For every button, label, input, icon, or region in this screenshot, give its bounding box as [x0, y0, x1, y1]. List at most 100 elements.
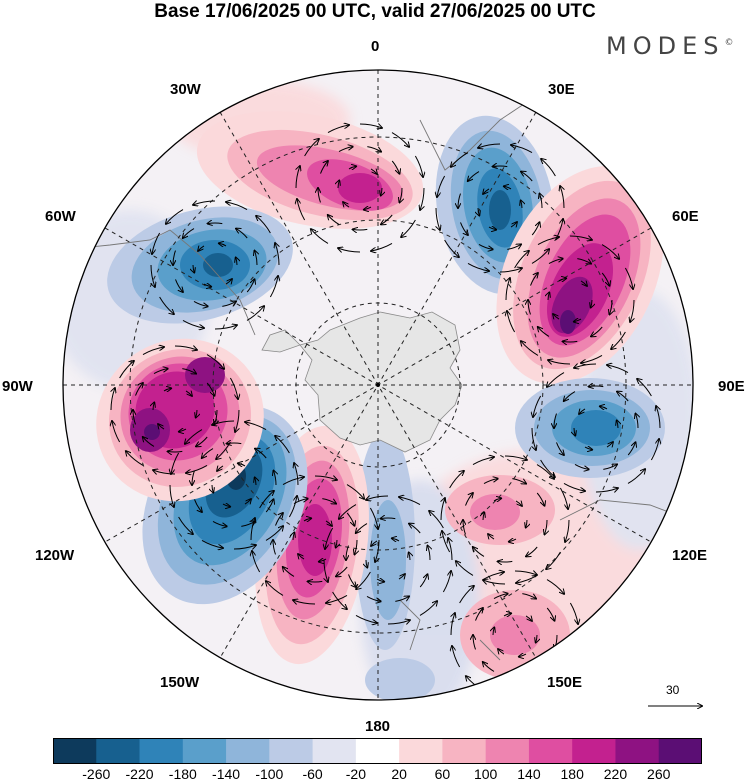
colorbar-swatch — [658, 738, 702, 764]
wind-arrow — [216, 441, 231, 459]
wind-arrow — [574, 364, 597, 368]
wind-arrow — [159, 296, 174, 314]
wind-arrow — [510, 222, 517, 227]
wind-arrow — [304, 139, 319, 157]
wind-arrow — [229, 377, 238, 399]
wind-arrow — [610, 299, 613, 314]
wind-arrow — [196, 409, 197, 418]
wind-arrow — [366, 559, 367, 568]
colorbar-tick-label: -220 — [125, 766, 154, 782]
colorbar-swatch — [615, 738, 660, 764]
wind-arrow — [367, 146, 381, 152]
wind-arrow — [318, 188, 321, 203]
wind-arrow — [448, 538, 452, 561]
wind-arrow — [215, 409, 218, 424]
wind-arrow — [498, 561, 513, 562]
antarctica-land — [299, 311, 463, 453]
wind-arrow — [320, 161, 328, 174]
wind-arrow — [519, 654, 527, 657]
wind-arrow — [536, 464, 554, 479]
wind-arrow — [325, 521, 332, 526]
wind-arrow — [203, 284, 211, 287]
wind-arrow — [530, 273, 538, 286]
wind-arrow — [226, 202, 248, 211]
lon-label-90w: 90W — [2, 378, 33, 395]
wind-arrow — [515, 501, 522, 506]
colorbar-tick-label: 60 — [434, 766, 451, 782]
wind-arrow — [478, 144, 501, 148]
colorbar-swatch — [355, 738, 400, 764]
wind-arrow — [512, 478, 526, 484]
wind-arrow — [452, 646, 461, 668]
wind-arrow — [158, 424, 165, 429]
wind-arrow — [563, 482, 585, 491]
wind-arrow — [537, 237, 559, 246]
wind-arrow — [274, 471, 277, 486]
wind-arrow — [293, 499, 308, 505]
wind-arrow — [193, 264, 194, 273]
wind-arrow — [428, 546, 431, 561]
wind-arrow — [601, 244, 619, 259]
wind-arrow — [400, 187, 403, 202]
wind-arrow — [214, 325, 237, 329]
wind-arrow — [182, 319, 204, 328]
wind-arrow — [346, 484, 364, 499]
wind-arrow — [185, 391, 192, 396]
wind-arrow — [283, 567, 295, 577]
wind-arrow — [346, 512, 354, 526]
wind-arrow — [637, 379, 652, 397]
wind-arrow — [322, 498, 336, 504]
wind-arrow — [166, 209, 184, 224]
wind-arrow — [371, 541, 378, 546]
wind-arrow — [174, 346, 197, 350]
wind-arrow — [414, 155, 423, 177]
colorbar-tick-label: 100 — [473, 766, 498, 782]
wind-arrow — [266, 581, 284, 596]
wind-arrow — [565, 519, 569, 542]
wind-arrow — [419, 601, 437, 616]
wind-arrow — [348, 166, 356, 169]
wind-arrow — [493, 594, 508, 600]
colorbar-swatch — [442, 738, 487, 764]
wind-arrow — [558, 278, 566, 281]
wind-arrow — [488, 534, 495, 539]
wind-arrow — [356, 523, 368, 533]
wind-arrow — [624, 267, 633, 289]
wind-arrow — [436, 207, 440, 230]
colorbar-tick-label: -20 — [345, 766, 366, 782]
colorbar-tick-label: -140 — [212, 766, 241, 782]
wind-arrow — [526, 689, 548, 698]
wind-arrow — [556, 442, 564, 455]
wind-arrow — [206, 382, 214, 396]
wind-arrow — [293, 600, 316, 604]
wind-arrow — [564, 391, 576, 401]
wind-arrow — [376, 579, 384, 582]
wind-arrow — [332, 591, 347, 609]
wind-arrow — [545, 519, 548, 534]
lon-label-120e: 120E — [672, 547, 708, 564]
wind-arrow — [611, 331, 626, 349]
wind-arrow — [183, 228, 195, 238]
wind-arrow — [584, 447, 592, 450]
wind-arrow — [589, 386, 604, 387]
lon-label-60e: 60E — [672, 208, 699, 225]
wind-arrow — [311, 229, 329, 244]
wind-vectors — [111, 124, 660, 699]
wind-arrow — [442, 531, 451, 553]
wind-arrow — [595, 488, 618, 492]
colorbar-swatch — [572, 738, 616, 764]
wind-arrow — [392, 538, 400, 541]
wind-arrow — [546, 551, 561, 569]
wind-arrow — [238, 463, 246, 466]
wind-arrow — [364, 207, 372, 210]
wind-arrow — [514, 251, 529, 269]
anomaly-negative-90e — [515, 378, 665, 478]
wind-arrow — [506, 278, 510, 301]
wind-arrow — [186, 464, 208, 473]
wind-arrow — [478, 207, 479, 216]
wind-arrow — [227, 443, 242, 444]
anomaly-field — [63, 70, 693, 700]
wind-arrow — [444, 239, 459, 257]
wind-arrow — [222, 301, 236, 307]
